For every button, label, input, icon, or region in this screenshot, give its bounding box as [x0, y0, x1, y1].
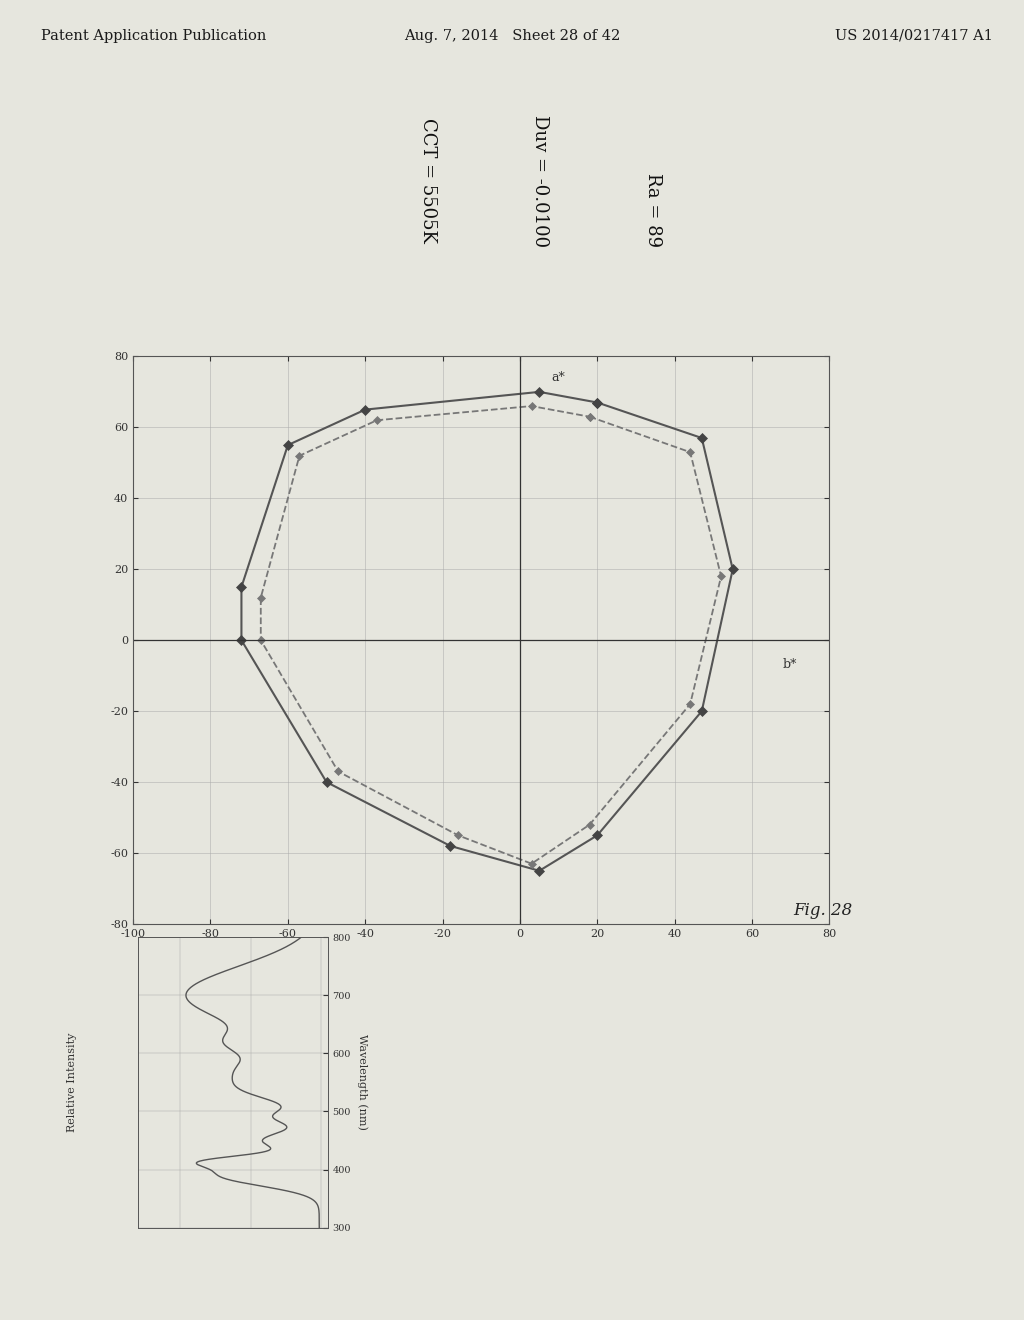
Text: Aug. 7, 2014   Sheet 28 of 42: Aug. 7, 2014 Sheet 28 of 42 [403, 29, 621, 42]
Text: Patent Application Publication: Patent Application Publication [41, 29, 266, 42]
Text: US 2014/0217417 A1: US 2014/0217417 A1 [836, 29, 993, 42]
Text: b*: b* [783, 657, 798, 671]
Y-axis label: Wavelength (nm): Wavelength (nm) [357, 1035, 368, 1130]
Text: a*: a* [551, 371, 564, 384]
Text: Fig. 28: Fig. 28 [794, 903, 853, 919]
Text: Ra = 89: Ra = 89 [644, 173, 662, 247]
Text: CCT = 5505K: CCT = 5505K [419, 119, 436, 243]
Text: Relative Intensity: Relative Intensity [67, 1032, 77, 1133]
Text: Duv = -0.0100: Duv = -0.0100 [531, 115, 549, 247]
